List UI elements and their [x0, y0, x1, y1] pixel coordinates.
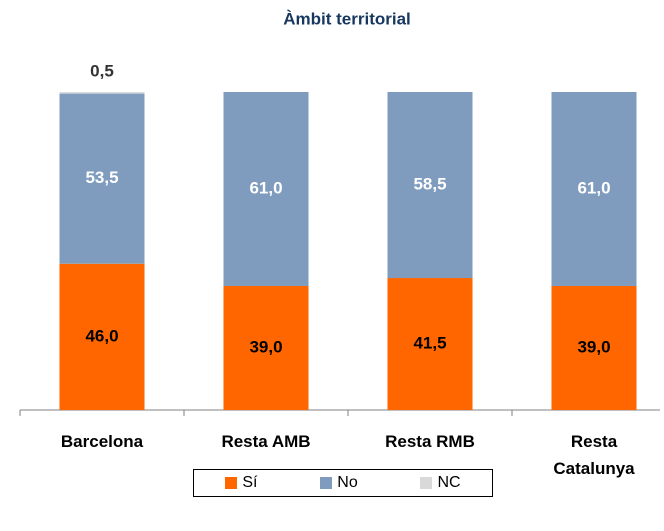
legend-label: Sí: [242, 474, 258, 491]
data-label: 39,0: [577, 337, 610, 356]
data-label: 41,5: [413, 333, 446, 352]
data-label: 39,0: [249, 337, 282, 356]
data-label: 0,5: [90, 61, 114, 80]
bar-segment: [387, 278, 473, 410]
bar-segment: [551, 92, 637, 286]
x-tick-label: Resta Catalunya: [553, 432, 635, 478]
legend-item: Sí: [225, 474, 258, 492]
bar-segment: [223, 92, 309, 286]
legend-swatch: [225, 477, 238, 489]
legend-label: No: [337, 474, 358, 491]
data-label: 46,0: [85, 326, 118, 345]
chart-title: Àmbit territorial: [283, 9, 411, 28]
bar-segment: [223, 285, 309, 410]
x-tick-label: Resta RMB: [385, 432, 475, 451]
bar-segment: [551, 285, 637, 410]
legend: Sí No NC: [193, 469, 493, 497]
data-label: 58,5: [413, 174, 446, 193]
legend-label: NC: [437, 474, 461, 491]
bar-segment: [59, 93, 145, 264]
bar-segment: [59, 92, 145, 94]
legend-swatch: [420, 477, 433, 489]
data-label: 53,5: [85, 168, 118, 187]
legend-swatch: [320, 477, 333, 489]
bar-segment: [387, 92, 473, 279]
legend-item: NC: [420, 474, 461, 492]
data-label: 61,0: [249, 178, 282, 197]
legend-item: No: [320, 474, 358, 492]
data-label: 61,0: [577, 178, 610, 197]
bar-segment: [59, 263, 145, 410]
x-tick-label: Resta AMB: [221, 432, 311, 451]
x-tick-label: Barcelona: [60, 432, 144, 451]
